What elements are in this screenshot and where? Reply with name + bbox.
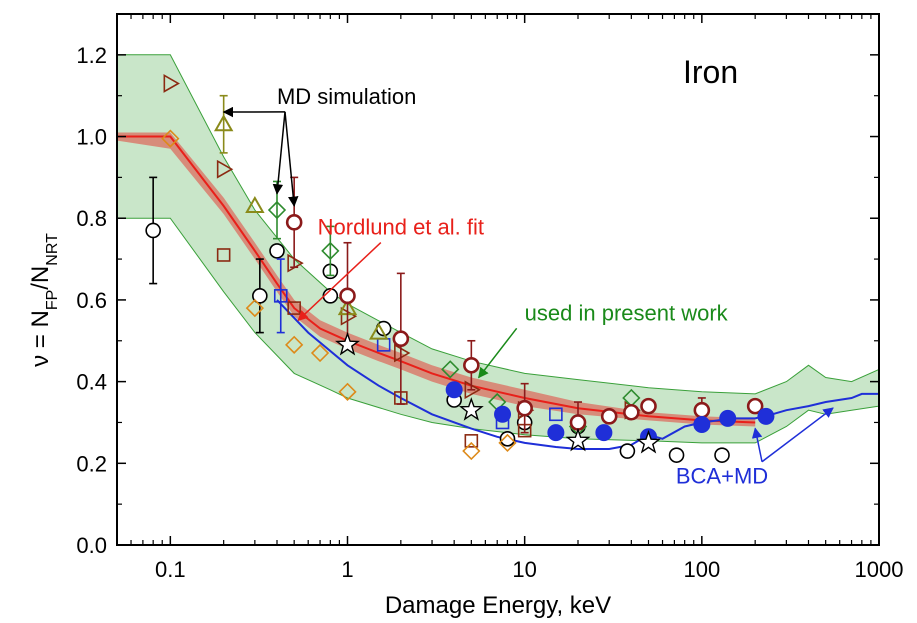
data-point bbox=[368, 322, 389, 340]
data-point bbox=[285, 214, 303, 231]
data-point bbox=[310, 343, 330, 363]
data-series bbox=[213, 94, 389, 340]
data-point bbox=[595, 424, 613, 442]
band-upper-edge bbox=[117, 54, 879, 395]
data-point bbox=[273, 289, 288, 303]
y-axis-title: ν = NFP/NNRT bbox=[27, 233, 61, 367]
data-point bbox=[623, 403, 640, 421]
annotation-bca-md: BCA+MD bbox=[676, 464, 768, 489]
data-point bbox=[757, 407, 775, 425]
data-point bbox=[161, 129, 180, 148]
y-axis-title-mid: /N bbox=[27, 266, 54, 290]
data-point bbox=[714, 447, 730, 463]
chart-title: Iron bbox=[683, 54, 738, 90]
data-point bbox=[216, 248, 231, 262]
y-axis-title-sub1: FP bbox=[44, 290, 61, 310]
data-point bbox=[619, 443, 636, 459]
data-point bbox=[547, 424, 565, 442]
nordlund-fit-line bbox=[117, 135, 756, 424]
data-series bbox=[273, 258, 563, 430]
data-point bbox=[636, 429, 661, 454]
data-point bbox=[693, 416, 711, 434]
plot-frame bbox=[116, 13, 880, 546]
data-point bbox=[252, 288, 268, 304]
data-point bbox=[464, 380, 481, 400]
data-point bbox=[245, 298, 264, 318]
data-point bbox=[245, 195, 265, 213]
data-series bbox=[161, 129, 517, 461]
data-point bbox=[145, 222, 161, 239]
data-point bbox=[569, 414, 587, 431]
data-point bbox=[163, 74, 180, 93]
data-point bbox=[338, 382, 357, 401]
data-point bbox=[463, 356, 480, 374]
data-point bbox=[216, 159, 234, 179]
nordlund-fit-band bbox=[117, 132, 756, 427]
x-tick-label: 10 bbox=[512, 557, 536, 582]
data-point bbox=[287, 301, 301, 315]
data-point bbox=[213, 114, 234, 132]
plot-area bbox=[117, 54, 879, 463]
y-tick-label: 1.0 bbox=[76, 125, 107, 150]
uncertainty-band bbox=[117, 54, 879, 443]
x-tick-label: 1000 bbox=[855, 557, 904, 582]
data-point bbox=[719, 409, 737, 427]
band-lower-edge bbox=[117, 217, 879, 444]
x-tick-label: 1 bbox=[341, 557, 353, 582]
annotation-arrow bbox=[751, 427, 763, 462]
y-axis-title-main: ν = N bbox=[27, 310, 54, 367]
y-axis-title-sub2: NRT bbox=[44, 233, 61, 266]
data-point bbox=[600, 408, 618, 425]
data-point bbox=[549, 407, 563, 422]
data-point bbox=[267, 200, 287, 220]
y-tick-label: 0.2 bbox=[76, 451, 107, 476]
data-point bbox=[445, 381, 463, 399]
data-point bbox=[494, 405, 512, 423]
data-point bbox=[335, 331, 360, 356]
data-series bbox=[285, 176, 764, 444]
y-tick-label: 1.2 bbox=[76, 43, 107, 68]
data-point bbox=[392, 330, 410, 348]
data-point bbox=[516, 399, 533, 417]
annotation-arrow bbox=[761, 407, 834, 463]
data-point bbox=[339, 287, 356, 305]
data-point bbox=[285, 335, 304, 354]
annotation-arrow bbox=[284, 111, 299, 208]
y-tick-label: 0.4 bbox=[76, 370, 107, 395]
data-series bbox=[445, 381, 775, 446]
x-tick-label: 0.1 bbox=[155, 557, 186, 582]
data-point bbox=[498, 433, 517, 453]
annotation-arrow bbox=[297, 242, 382, 322]
data-point bbox=[693, 401, 711, 419]
axes: 0.0 0.2 0.4 0.6 0.8 1.0 1.2 0.1 1 10 100 1000 bbox=[76, 13, 904, 582]
data-point bbox=[462, 441, 481, 461]
data-point bbox=[565, 427, 591, 452]
data-point bbox=[321, 241, 340, 261]
y-tick-label: 0.0 bbox=[76, 533, 107, 558]
annotation-present-work: used in present work bbox=[525, 300, 729, 325]
data-point bbox=[499, 430, 516, 447]
annotations: MD simulation Nordlund et al. fit used in … bbox=[222, 84, 834, 489]
annotation-arrow bbox=[272, 111, 286, 195]
annotation-md-simulation: MD simulation bbox=[277, 84, 416, 109]
annotation-nordlund-fit: Nordlund et al. fit bbox=[318, 215, 484, 240]
data-point bbox=[464, 434, 479, 448]
data-point bbox=[668, 447, 685, 463]
data-point bbox=[441, 360, 460, 379]
data-point bbox=[640, 397, 657, 415]
annotation-arrow bbox=[478, 327, 518, 379]
x-axis-title: Damage Energy, keV bbox=[385, 592, 611, 619]
data-point bbox=[746, 397, 764, 415]
data-series bbox=[335, 331, 661, 454]
data-point bbox=[269, 243, 285, 259]
data-point bbox=[458, 397, 484, 421]
y-tick-label: 0.8 bbox=[76, 206, 107, 231]
y-tick-label: 0.6 bbox=[76, 288, 107, 313]
x-tick-label: 100 bbox=[683, 557, 720, 582]
data-point bbox=[340, 306, 358, 326]
data-point bbox=[394, 343, 411, 363]
